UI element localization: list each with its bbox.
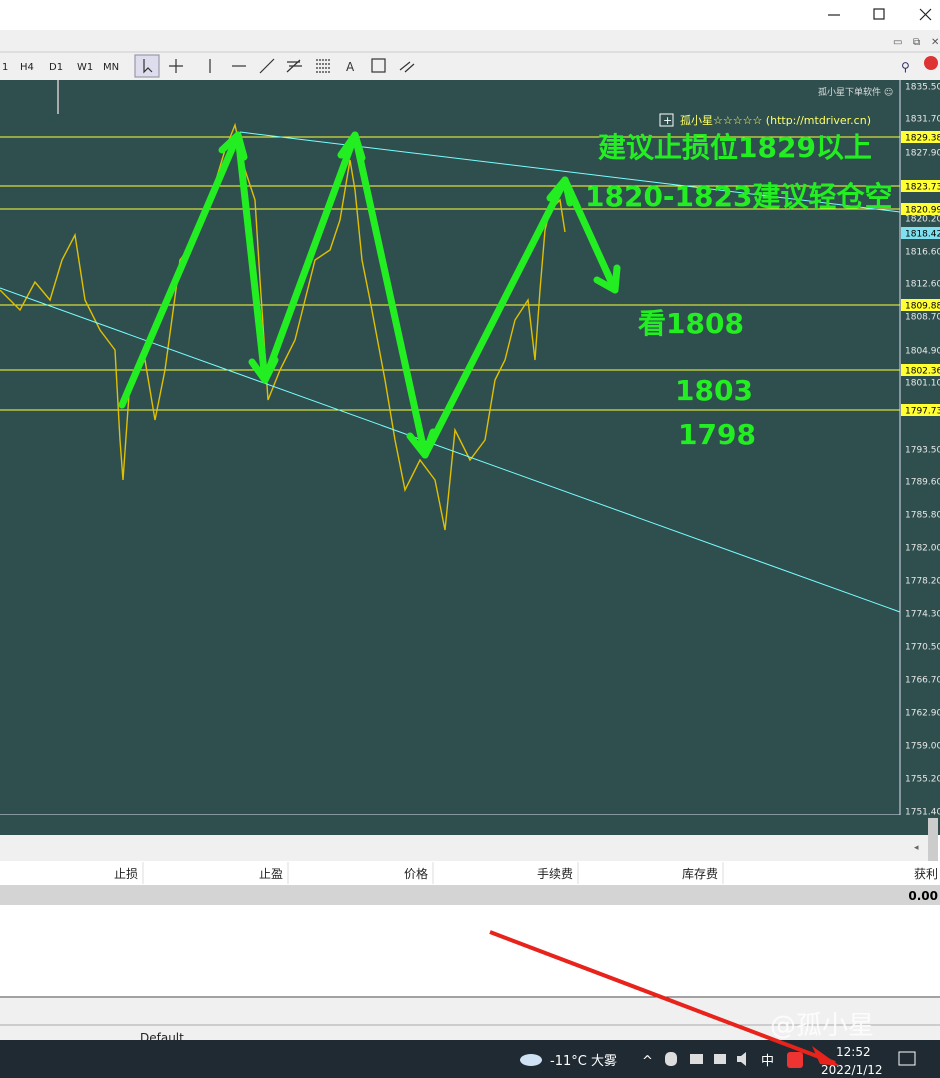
timeframe-button[interactable]: 1 bbox=[2, 62, 8, 73]
timeframe-button[interactable]: MN bbox=[103, 62, 119, 73]
cursor-icon bbox=[143, 59, 153, 74]
svg-text:+: + bbox=[663, 114, 672, 127]
clock-time[interactable]: 12:52 bbox=[836, 1045, 871, 1059]
price-label: 1829.38 bbox=[905, 134, 940, 144]
total-value: 0.00 bbox=[908, 889, 938, 903]
red-arrow bbox=[489, 930, 836, 1065]
brand-label: 孤小星☆☆☆☆☆ (http://mtdriver.cn) bbox=[680, 114, 871, 127]
child-restore[interactable]: ⧉ bbox=[913, 37, 920, 48]
svg-text:◂: ◂ bbox=[914, 843, 919, 853]
price-label: 1809.88 bbox=[905, 302, 940, 312]
notifications[interactable] bbox=[898, 1051, 916, 1066]
price-highlight bbox=[901, 364, 940, 376]
column-header: 止损 bbox=[114, 867, 138, 881]
scrollbar[interactable] bbox=[928, 818, 938, 878]
price-label: 1770.50 bbox=[905, 643, 940, 653]
clock-date[interactable]: 2022/1/12 bbox=[821, 1063, 883, 1077]
price-label: 1823.73 bbox=[905, 183, 940, 193]
price-label: 1801.10 bbox=[905, 379, 940, 389]
price-label: 1759.00 bbox=[905, 742, 940, 752]
price-label: 1778.20 bbox=[905, 577, 940, 587]
price-label: 1766.70 bbox=[905, 676, 940, 686]
price-label: 1812.60 bbox=[905, 280, 940, 290]
price-highlight bbox=[901, 203, 940, 215]
terminal-header bbox=[0, 861, 940, 885]
price-label: 1755.20 bbox=[905, 775, 940, 785]
ime-indicator[interactable]: 中 bbox=[761, 1054, 774, 1069]
column-header: 库存费 bbox=[682, 866, 718, 881]
price-label: 1797.73 bbox=[905, 407, 940, 417]
price-highlight bbox=[901, 404, 940, 416]
close[interactable] bbox=[919, 8, 932, 21]
price-bars bbox=[0, 122, 566, 531]
price-label: 1785.80 bbox=[905, 511, 940, 521]
price-label: 1774.30 bbox=[905, 610, 940, 620]
fibo-tool[interactable] bbox=[316, 59, 330, 73]
column-header: 价格 bbox=[404, 866, 428, 881]
splitter bbox=[0, 835, 928, 861]
price-label: 1827.90 bbox=[905, 149, 940, 159]
price-label: 1820.20 bbox=[905, 215, 940, 225]
price-label: 1762.90 bbox=[905, 709, 940, 719]
svg-text:^: ^ bbox=[642, 1054, 653, 1069]
price-label: 1816.60 bbox=[905, 248, 940, 258]
price-label: 1820.99 bbox=[905, 206, 940, 216]
timeframe-button[interactable]: D1 bbox=[49, 62, 63, 73]
column-header: 止盈 bbox=[259, 867, 283, 881]
app-icon[interactable] bbox=[787, 1052, 803, 1068]
annotation: 看1808 bbox=[638, 307, 744, 340]
notification-badge[interactable] bbox=[924, 56, 938, 70]
price-label: 1782.00 bbox=[905, 544, 940, 554]
timeframe-button[interactable]: W1 bbox=[77, 62, 93, 73]
annotation: 建议止损位1829以上 bbox=[598, 131, 872, 164]
channel-tool[interactable] bbox=[286, 59, 302, 73]
price-highlight bbox=[901, 299, 940, 311]
trendline-tool[interactable] bbox=[259, 58, 275, 74]
menu-bar bbox=[0, 30, 940, 52]
price-label: 1808.70 bbox=[905, 313, 940, 323]
timeframe-button[interactable]: H4 bbox=[20, 62, 34, 73]
label-tool[interactable] bbox=[371, 58, 386, 73]
price-label: 1831.70 bbox=[905, 115, 940, 125]
weather-text[interactable]: -11°C 大雾 bbox=[550, 1054, 617, 1069]
title-bar bbox=[0, 0, 940, 30]
chart-area bbox=[0, 80, 940, 815]
watermark: @孤小星 bbox=[770, 1011, 874, 1041]
cursor-tool[interactable] bbox=[134, 54, 160, 78]
text-tool[interactable]: A bbox=[346, 60, 355, 74]
maximize[interactable] bbox=[873, 8, 885, 20]
price-label: 1802.36 bbox=[905, 367, 940, 377]
status-bar bbox=[0, 998, 940, 1040]
price-label: 1835.50 bbox=[905, 83, 940, 93]
child-close[interactable]: ✕ bbox=[931, 37, 939, 48]
arrow-heads bbox=[218, 131, 621, 459]
terminal-total-row bbox=[0, 885, 940, 905]
price-label: 1793.50 bbox=[905, 446, 940, 456]
brand-caption: 孤小星下单软件 ☺ bbox=[818, 86, 893, 98]
taskbar bbox=[0, 1040, 940, 1078]
price-label: 1789.60 bbox=[905, 478, 940, 488]
price-highlight bbox=[901, 180, 940, 192]
arrows-tool[interactable] bbox=[399, 61, 415, 73]
annotation: 1803 bbox=[675, 374, 753, 407]
expand-box[interactable] bbox=[659, 113, 674, 127]
weather-icon bbox=[520, 1054, 542, 1066]
annotation: 1820-1823建议轻仓空 bbox=[585, 180, 892, 213]
column-header: 手续费 bbox=[537, 867, 573, 881]
price-label: 1751.40 bbox=[905, 808, 940, 818]
crosshair-tool[interactable] bbox=[169, 59, 183, 73]
search-icon[interactable]: ⚲ bbox=[901, 60, 910, 74]
annotation: 1798 bbox=[678, 418, 756, 451]
price-label: 1804.90 bbox=[905, 347, 940, 357]
child-min[interactable]: ▭ bbox=[893, 37, 902, 48]
column-header: 获利 bbox=[914, 867, 938, 881]
price-highlight bbox=[901, 227, 940, 239]
price-label: 1818.42 bbox=[905, 230, 940, 240]
price-highlight bbox=[901, 131, 940, 143]
